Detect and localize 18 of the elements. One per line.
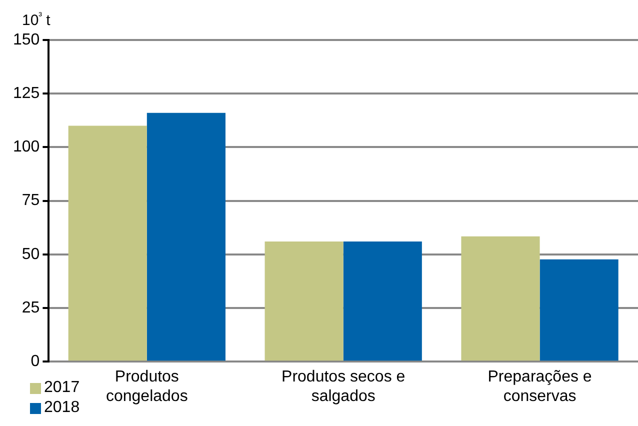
y-tick-label: 0 (30, 353, 40, 370)
y-tick-label: 50 (22, 246, 40, 263)
x-tick-label: Produtos secos e salgados (282, 368, 406, 405)
bar (264, 242, 344, 361)
y-tick-label: 150 (12, 31, 40, 48)
y-tick-label: 25 (22, 299, 40, 316)
y-tick-label: 75 (22, 192, 40, 210)
legend-label: 2017 (44, 378, 80, 398)
legend-label: 2018 (44, 398, 80, 418)
x-tick-label: Produtos congelados (106, 368, 188, 405)
bar (540, 259, 618, 361)
y-tick-label: 125 (12, 85, 40, 102)
bar (146, 112, 226, 361)
x-tick-label: Preparações e conservas (488, 368, 592, 405)
bar (68, 126, 147, 361)
bar (461, 236, 540, 361)
y-tick-label: 100 (12, 138, 40, 156)
bar (343, 242, 422, 361)
